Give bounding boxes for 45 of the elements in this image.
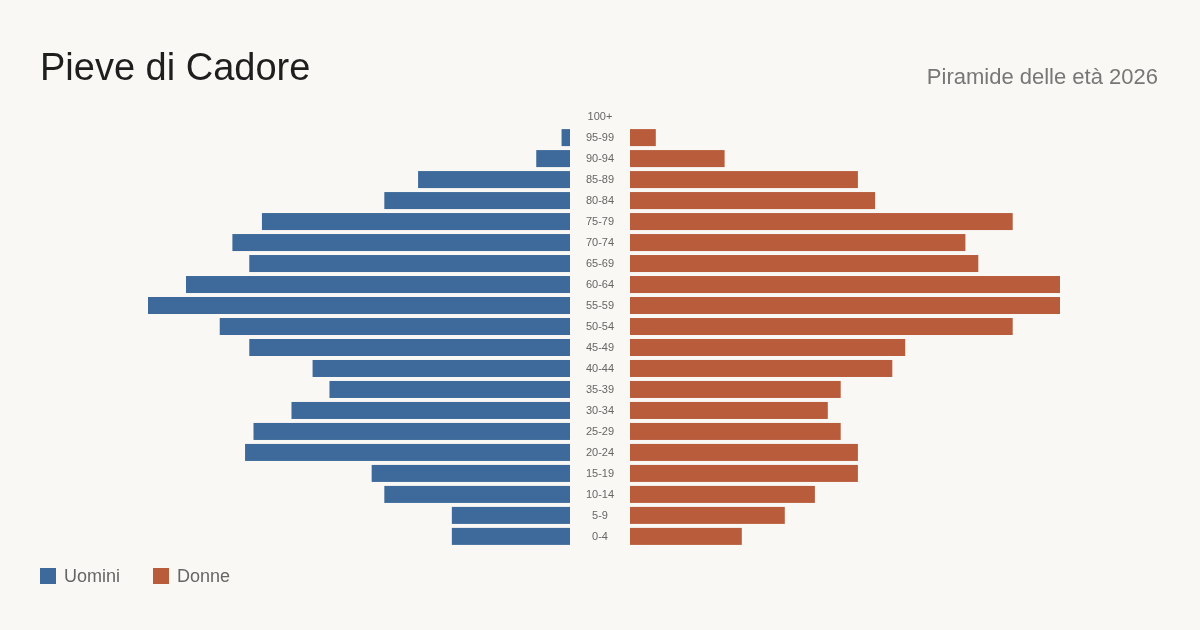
bar	[630, 150, 725, 168]
y-tick-label: 45-49	[585, 341, 615, 354]
bar	[630, 380, 841, 398]
bar	[630, 527, 742, 545]
y-tick-label: 20-24	[585, 446, 615, 459]
y-tick-label: 30-34	[585, 404, 615, 417]
chart-title: Pieve di Cadore	[40, 46, 311, 88]
bar	[630, 255, 979, 273]
bar	[630, 276, 1060, 294]
bar	[630, 464, 858, 482]
bar	[630, 192, 876, 210]
bar	[630, 213, 1013, 231]
legend-label: Donne	[177, 566, 231, 587]
y-tick-label: 35-39	[585, 383, 615, 396]
y-tick-label: 65-69	[585, 257, 615, 270]
y-tick-label: 25-29	[585, 425, 615, 438]
y-tick-label: 55-59	[585, 299, 615, 312]
legend-label: Uomini	[64, 566, 121, 587]
y-tick-label: 95-99	[585, 131, 615, 144]
y-tick-label: 5-9	[592, 509, 608, 522]
y-tick-label: 60-64	[585, 278, 615, 291]
bar	[630, 506, 785, 524]
y-tick-label: 15-19	[585, 467, 615, 480]
y-tick-label: 70-74	[585, 236, 615, 249]
bar	[630, 443, 858, 461]
y-tick-label: 85-89	[585, 173, 615, 186]
bar	[630, 422, 841, 440]
y-tick-label: 100+	[587, 110, 613, 123]
y-tick-label: 40-44	[585, 362, 615, 375]
y-tick-label: 90-94	[585, 152, 615, 165]
bar	[630, 297, 1060, 315]
bar	[630, 234, 966, 252]
y-tick-label: 0-4	[592, 530, 608, 543]
bar	[630, 338, 906, 356]
y-tick-label: 75-79	[585, 215, 615, 228]
y-tick-label: 50-54	[585, 320, 615, 333]
y-tick-label: 10-14	[585, 488, 615, 501]
bar	[630, 485, 815, 503]
bar	[630, 171, 858, 189]
bar	[630, 359, 893, 377]
bar	[630, 401, 828, 419]
chart-subtitle: Piramide delle età 2026	[926, 64, 1158, 89]
bar	[630, 318, 1013, 335]
bar	[630, 129, 656, 147]
y-tick-label: 80-84	[585, 194, 615, 207]
